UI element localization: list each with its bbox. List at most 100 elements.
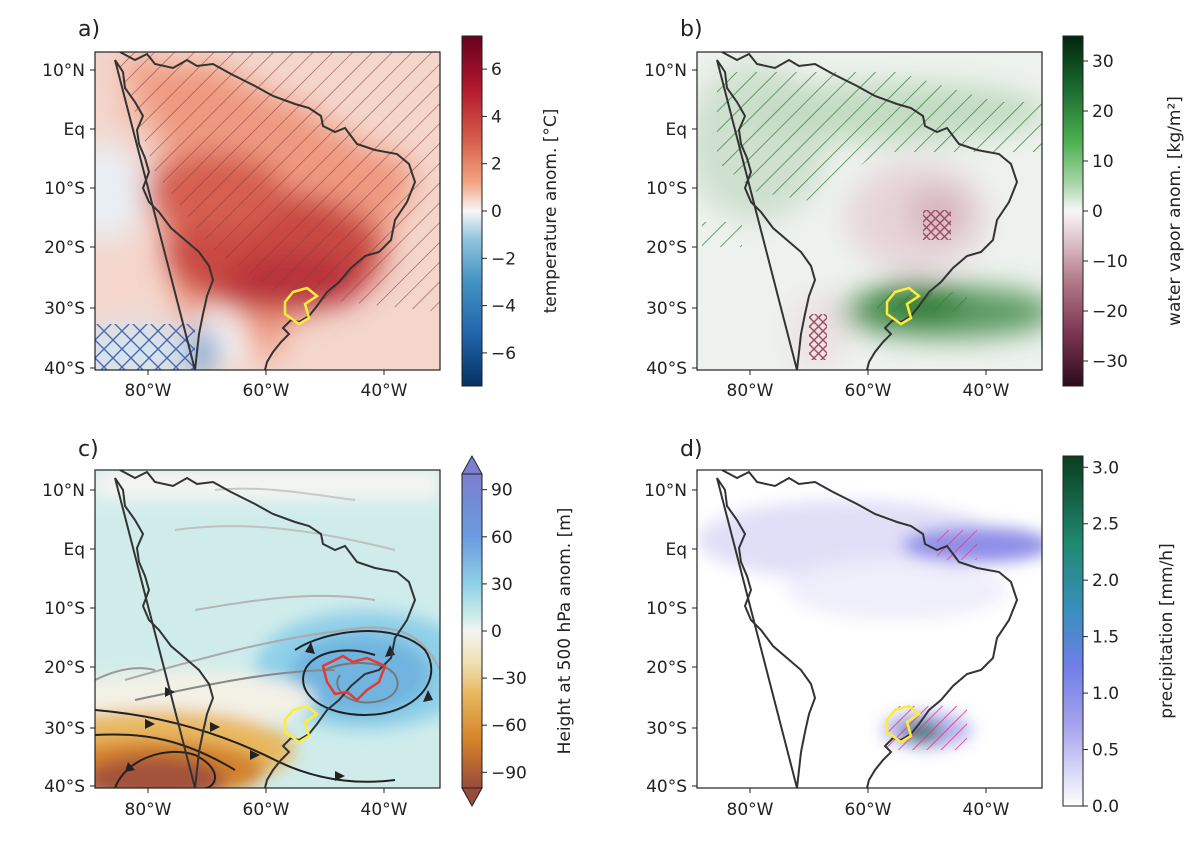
- panel-b-label: b): [680, 17, 703, 42]
- panel-b-colorbar: 30 20 10 0 −10 −20 −30 water vapor anom. [kg/m…: [1062, 35, 1185, 387]
- colorbar-tick-label: 10: [1092, 152, 1114, 172]
- x-tick: 40°W: [361, 381, 408, 401]
- y-tick: Eq: [63, 540, 85, 560]
- x-tick: 40°W: [361, 800, 408, 820]
- x-tick: 80°W: [727, 800, 774, 820]
- panel-c-study-region: [283, 704, 320, 744]
- colorbar-tick-label: 2: [491, 155, 502, 175]
- panel-d-label: d): [680, 437, 703, 462]
- panel-d-x-axis: 80°W 60°W 40°W: [727, 788, 1010, 820]
- colorbar-tick-label: 30: [491, 575, 513, 595]
- colorbar-tick-label: 2.5: [1092, 515, 1119, 535]
- y-tick: Eq: [665, 120, 687, 140]
- colorbar-tick-label: 1.0: [1092, 684, 1119, 704]
- y-tick: 20°S: [646, 238, 687, 258]
- colorbar-tick-label: −6: [491, 344, 516, 364]
- colorbar-tick-label: −60: [491, 716, 527, 736]
- x-tick: 80°W: [125, 381, 172, 401]
- y-tick: 10°N: [42, 481, 85, 501]
- y-tick: 10°S: [44, 599, 85, 619]
- y-tick: 20°S: [646, 658, 687, 678]
- panel-d-colorbar-label: precipitation [mm/h]: [1157, 543, 1177, 718]
- colorbar-tick-label: 1.5: [1092, 628, 1119, 648]
- colorbar-tick-label: −90: [491, 763, 527, 783]
- panel-b-dry-significance-hatch: [923, 210, 951, 240]
- panel-c-x-axis: 80°W 60°W 40°W: [125, 788, 408, 820]
- panel-d-frame: [696, 469, 1043, 789]
- x-tick: 80°W: [727, 381, 774, 401]
- panel-c-frame: [94, 469, 441, 789]
- x-tick: 40°W: [963, 800, 1010, 820]
- colorbar-tick-label: 0: [491, 622, 502, 642]
- panel-d-colorbar: 3.0 2.5 2.0 1.5 1.0 0.5 0.0 precipitation [mm/…: [1062, 455, 1177, 817]
- y-tick: 10°S: [44, 179, 85, 199]
- colorbar-tick-label: 60: [491, 528, 513, 548]
- panel-a-y-axis: 10°N Eq 10°S 20°S 30°S 40°S: [42, 61, 95, 379]
- y-tick: 10°S: [646, 599, 687, 619]
- panel-b-x-axis: 80°W 60°W 40°W: [727, 370, 1010, 401]
- colorbar-tick-label: −4: [491, 297, 516, 317]
- x-tick: 60°W: [243, 800, 290, 820]
- y-tick: 20°S: [44, 658, 85, 678]
- panel-a-colorbar-label: temperature anom. [°C]: [541, 109, 561, 314]
- x-tick: 40°W: [963, 381, 1010, 401]
- colorbar-tick-label: −10: [1092, 252, 1128, 272]
- x-tick: 60°W: [243, 381, 290, 401]
- x-tick: 60°W: [845, 800, 892, 820]
- panel-d: d) 10°N Eq 10°S: [644, 437, 1177, 820]
- panel-c-colorbar: 90 60 30 0 −30 −60 −90 Height at 500 hPa anom.…: [461, 454, 575, 808]
- y-tick: 30°S: [646, 299, 687, 319]
- y-tick: 30°S: [646, 719, 687, 739]
- colorbar-tick-label: 3.0: [1092, 458, 1119, 478]
- colorbar-tick-label: 2.0: [1092, 571, 1119, 591]
- panel-b-map: [696, 51, 1043, 371]
- panel-c-anomaly-region: [321, 654, 387, 702]
- colorbar-tick-label: 90: [491, 481, 513, 501]
- y-tick: 40°S: [44, 359, 85, 379]
- colorbar-tick-label: 0.0: [1092, 797, 1119, 817]
- colorbar-tick-label: −30: [1092, 352, 1128, 372]
- panel-d-y-axis: 10°N Eq 10°S 20°S 30°S 40°S: [644, 481, 697, 797]
- y-tick: 10°S: [646, 179, 687, 199]
- colorbar-tick-label: 0: [491, 202, 502, 222]
- y-tick: 10°N: [644, 481, 687, 501]
- panel-a-cold-significance-hatch: [95, 324, 195, 370]
- panel-d-study-region: [885, 704, 922, 744]
- y-tick: 30°S: [44, 719, 85, 739]
- panel-a-study-region: [283, 286, 320, 326]
- panel-c: c): [42, 437, 575, 820]
- panel-b-study-region: [885, 286, 922, 326]
- colorbar-tick-label: 20: [1092, 102, 1114, 122]
- colorbar-tick-label: −30: [491, 669, 527, 689]
- colorbar-tick-label: 6: [491, 60, 502, 80]
- y-tick: 20°S: [44, 238, 85, 258]
- panel-a-frame: [94, 51, 441, 371]
- panel-a: a): [42, 17, 561, 401]
- y-tick: Eq: [665, 540, 687, 560]
- y-tick: Eq: [63, 120, 85, 140]
- colorbar-tick-label: −2: [491, 249, 516, 269]
- panel-a-colorbar: 6 4 2 0 −2 −4 −6 temperature anom. [°C]: [461, 35, 561, 387]
- y-tick: 40°S: [44, 777, 85, 797]
- panel-c-label: c): [78, 437, 99, 462]
- panel-b-frame: [696, 51, 1043, 371]
- y-tick: 10°N: [644, 61, 687, 81]
- x-tick: 60°W: [845, 381, 892, 401]
- panel-c-y-axis: 10°N Eq 10°S 20°S 30°S 40°S: [42, 481, 95, 797]
- colorbar-tick-label: 30: [1092, 52, 1114, 72]
- panel-d-map: [696, 469, 1043, 789]
- panel-b: b): [644, 17, 1185, 401]
- y-tick: 30°S: [44, 299, 85, 319]
- panel-a-x-axis: 80°W 60°W 40°W: [125, 370, 408, 401]
- panel-b-colorbar-label: water vapor anom. [kg/m²]: [1165, 96, 1185, 326]
- colorbar-tick-label: 4: [491, 107, 502, 127]
- y-tick: 10°N: [42, 61, 85, 81]
- panel-a-label: a): [78, 17, 100, 42]
- y-tick: 40°S: [646, 777, 687, 797]
- colorbar-tick-label: 0.5: [1092, 741, 1119, 761]
- panel-c-colorbar-label: Height at 500 hPa anom. [m]: [555, 508, 575, 755]
- panel-c-map: [94, 469, 441, 789]
- y-tick: 40°S: [646, 359, 687, 379]
- colorbar-tick-label: 0: [1092, 202, 1103, 222]
